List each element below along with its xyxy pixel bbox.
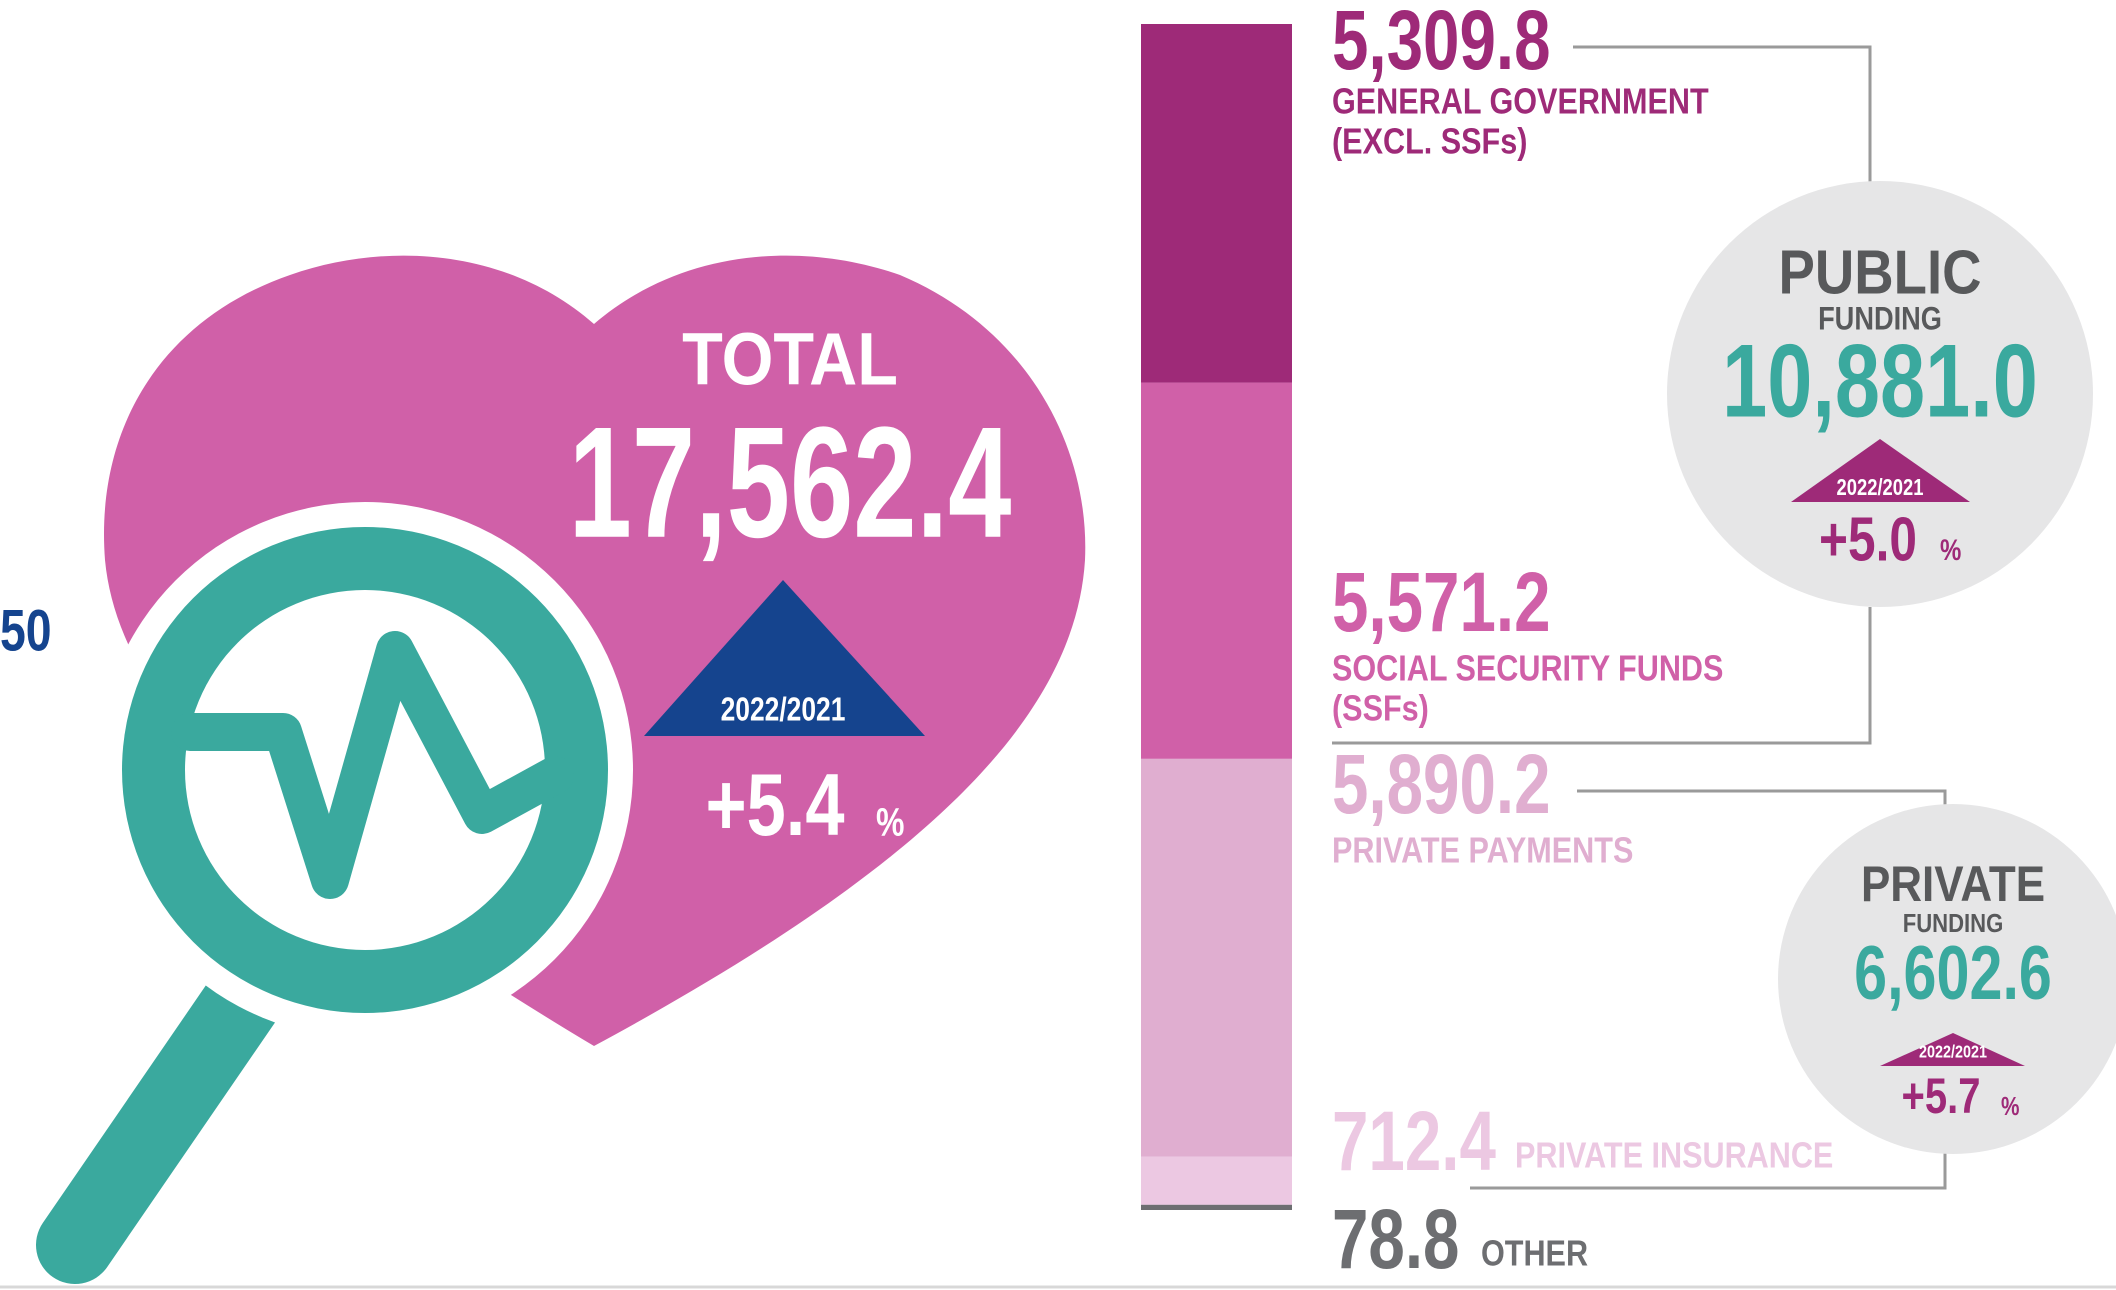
- series-label: (SSFs): [1332, 689, 1429, 729]
- group-value: 6,602.6: [1854, 931, 2052, 1016]
- value-label: 712.4: [1332, 1094, 1496, 1188]
- bar-segment: [1141, 383, 1292, 759]
- group-period: 2022/2021: [1919, 1042, 1987, 1062]
- bar-segment: [1141, 759, 1292, 1157]
- series-label: OTHER: [1481, 1234, 1588, 1274]
- series-label: GENERAL GOVERNMENT: [1332, 82, 1709, 122]
- group-title: PRIVATE: [1861, 856, 2045, 912]
- group-unit: %: [1940, 532, 1961, 566]
- series-label: (EXCL. SSFs): [1332, 122, 1527, 162]
- total-change: +5.4: [706, 756, 845, 854]
- series-label: PRIVATE PAYMENTS: [1332, 831, 1633, 871]
- group-change: +5.0: [1819, 504, 1917, 574]
- group-unit: %: [2001, 1092, 2020, 1121]
- edge-label: 50: [0, 598, 52, 663]
- total-value: 17,562.4: [569, 394, 1012, 571]
- group-title: PUBLIC: [1778, 238, 1981, 307]
- group-change: +5.7: [1902, 1068, 1981, 1124]
- infographic: 50 TOTAL17,562.4 2022/2021 +5.4% 5,309.8GENE…: [0, 0, 2116, 1290]
- page: {"edge_label":"50", "total":{"title":"TO…: [0, 0, 2116, 1290]
- value-label: 78.8: [1332, 1192, 1460, 1286]
- group-period: 2022/2021: [1837, 475, 1924, 500]
- bar-segment: [1141, 1157, 1292, 1205]
- total-period: 2022/2021: [721, 692, 846, 728]
- bar-segment: [1141, 24, 1292, 383]
- value-label: 5,890.2: [1332, 737, 1551, 831]
- group-value: 10,881.0: [1722, 323, 2038, 439]
- magnifier-icon: [75, 502, 633, 1245]
- series-label: SOCIAL SECURITY FUNDS: [1332, 649, 1723, 689]
- bar-segment: [1141, 1205, 1292, 1210]
- value-label: 5,571.2: [1332, 555, 1551, 649]
- series-label: PRIVATE INSURANCE: [1515, 1136, 1833, 1176]
- total-unit: %: [876, 799, 904, 844]
- value-label: 5,309.8: [1332, 0, 1551, 87]
- total-title: TOTAL: [682, 317, 898, 400]
